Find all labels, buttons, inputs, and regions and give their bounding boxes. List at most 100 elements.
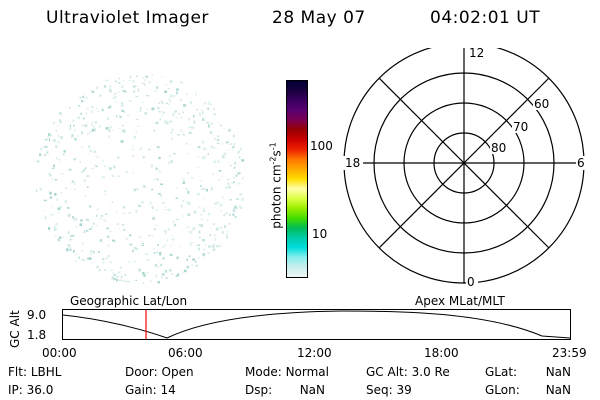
uv-speckle — [44, 216, 47, 220]
uv-speckle — [198, 257, 200, 259]
uv-speckle — [200, 213, 203, 216]
uv-speckle — [182, 178, 185, 181]
uv-speckle — [225, 142, 228, 144]
uv-speckle — [198, 206, 201, 208]
uv-speckle — [239, 206, 243, 209]
uv-speckle — [190, 101, 192, 104]
uv-speckle — [49, 173, 52, 177]
xtick-1200: 12:00 — [297, 346, 332, 360]
uv-speckle — [122, 206, 126, 209]
uv-speckle — [73, 219, 76, 221]
uv-speckle — [111, 277, 115, 279]
uv-speckle — [202, 140, 205, 144]
uv-speckle — [65, 187, 68, 189]
uv-speckle — [198, 230, 201, 234]
uv-speckle — [209, 131, 213, 134]
uv-speckle — [48, 133, 51, 136]
uv-speckle — [140, 107, 142, 110]
uv-speckle — [60, 136, 63, 139]
uv-speckle — [64, 199, 67, 203]
uv-speckle — [156, 86, 158, 89]
uv-speckle — [129, 243, 133, 246]
lat-label-70: 70 — [513, 120, 528, 134]
uv-speckle — [132, 261, 135, 263]
uv-speckle — [112, 129, 114, 131]
uv-speckle — [166, 239, 169, 242]
uv-speckle — [232, 149, 234, 151]
uv-speckle — [95, 107, 98, 110]
uv-speckle — [95, 165, 98, 168]
app-title: Ultraviolet Imager — [46, 8, 209, 28]
uv-speckle — [112, 275, 115, 277]
uv-speckle — [234, 216, 237, 218]
uv-speckle — [161, 273, 165, 276]
uv-speckle — [118, 82, 121, 84]
uv-speckle — [48, 138, 50, 142]
uv-speckle — [81, 100, 84, 103]
uv-speckle — [201, 187, 204, 190]
uv-speckle — [96, 265, 99, 269]
uv-speckle — [235, 206, 238, 210]
uv-speckle — [151, 206, 154, 209]
uv-speckle — [135, 118, 139, 120]
uv-speckle — [107, 255, 110, 257]
uv-speckle — [167, 88, 170, 89]
uv-speckle — [213, 108, 215, 111]
uv-speckle — [89, 252, 93, 255]
uv-speckle — [81, 131, 83, 135]
uv-speckle — [182, 181, 185, 185]
uv-speckle — [55, 145, 58, 148]
uv-speckle — [51, 177, 53, 180]
uv-speckle — [144, 112, 148, 115]
uv-speckle — [159, 118, 161, 121]
uv-speckle — [214, 202, 218, 205]
uv-speckle — [217, 159, 219, 163]
uv-speckle — [195, 93, 197, 96]
uv-speckle — [233, 176, 235, 179]
uv-speckle — [133, 247, 137, 250]
uv-speckle — [161, 114, 164, 117]
uv-speckle — [164, 230, 167, 233]
uv-speckle — [172, 220, 175, 223]
uv-speckle — [218, 170, 222, 172]
uv-speckle — [108, 167, 111, 170]
uv-speckle — [123, 229, 126, 231]
uv-speckle — [133, 135, 136, 139]
uv-speckle — [124, 274, 127, 276]
uv-speckle — [80, 113, 82, 115]
uv-speckle — [104, 193, 106, 196]
uv-speckle — [148, 148, 151, 151]
uv-speckle — [96, 155, 99, 158]
uv-speckle — [109, 261, 112, 264]
uv-speckle — [227, 182, 230, 186]
uv-speckle — [162, 245, 165, 248]
uv-speckle — [207, 107, 210, 111]
uv-speckle — [119, 266, 122, 269]
uv-speckle — [109, 85, 111, 88]
uv-speckle — [121, 109, 124, 112]
uv-speckle — [211, 245, 215, 248]
uv-speckle — [206, 122, 210, 125]
uv-speckle — [129, 75, 132, 78]
status-glat: GLat: NaN — [485, 365, 571, 379]
uv-speckle — [171, 128, 174, 132]
uv-speckle — [94, 128, 96, 131]
uv-speckle — [193, 227, 196, 230]
uv-speckle — [104, 165, 106, 168]
uv-speckle — [72, 119, 75, 122]
uv-speckle — [93, 251, 95, 254]
uv-speckle — [239, 193, 243, 196]
uv-speckle — [117, 91, 120, 94]
uv-speckle — [67, 230, 70, 233]
uv-speckle — [188, 202, 191, 206]
uv-speckle — [199, 180, 202, 182]
uv-speckle — [113, 241, 116, 243]
uv-speckle — [173, 153, 176, 155]
uv-speckle — [143, 185, 146, 188]
uv-speckle — [242, 177, 244, 180]
uv-speckle — [114, 100, 117, 103]
uv-speckle — [187, 117, 191, 121]
uv-speckle — [50, 214, 54, 216]
xtick-0000: 00:00 — [42, 346, 77, 360]
uv-speckle — [81, 171, 83, 173]
